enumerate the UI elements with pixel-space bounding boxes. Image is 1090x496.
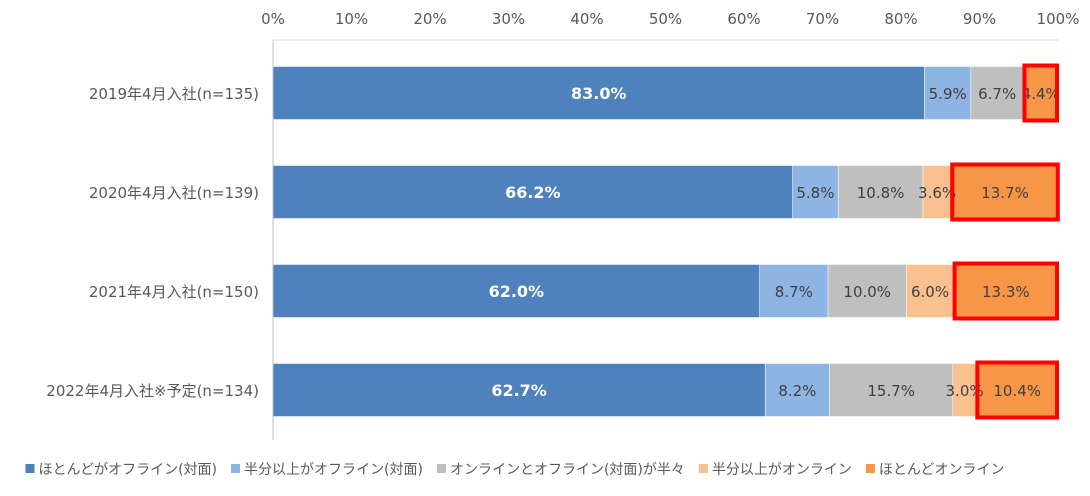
highlight-box (975, 360, 1059, 420)
category-label: 2021年4月入社(n=150) (89, 283, 259, 301)
data-label: 3.6% (918, 184, 956, 202)
bar-segment (272, 363, 766, 417)
data-label: 5.8% (796, 184, 834, 202)
data-labels: 83.0% 5.9% 6.7% 4.4% 66.2% 5.8% 10.8% 3.6% 13.7%… (489, 84, 1060, 400)
bar-segment (906, 264, 954, 318)
x-tick-label: 70% (806, 10, 839, 28)
legend-swatch (231, 464, 241, 473)
highlights (950, 63, 1060, 420)
bar-segment (764, 363, 830, 417)
legend-item: ほとんどオンライン (865, 462, 1005, 478)
x-axis-ticks: 0% 10% 20% 30% 40% 50% 60% 70% 80% 90% 100% (261, 10, 1079, 28)
bar-segment (792, 165, 839, 219)
legend-item: 半分以上がオンライン (698, 462, 852, 478)
bar-segment (1023, 66, 1059, 120)
data-label: 62.7% (491, 381, 547, 400)
bar-segment (970, 66, 1024, 120)
data-label: 8.2% (778, 382, 816, 400)
highlight-box (1022, 63, 1059, 123)
data-label: 83.0% (571, 84, 627, 103)
category-label: 2022年4月入社※予定(n=134) (46, 382, 259, 400)
category-labels: 2019年4月入社(n=135) 2020年4月入社(n=139) 2021年4月入… (46, 85, 259, 400)
highlight-box (950, 162, 1060, 222)
data-label: 13.7% (981, 184, 1029, 202)
x-tick-label: 10% (335, 10, 368, 28)
legend-label: 半分以上がオフライン(対面) (244, 462, 423, 478)
legend-swatch (436, 464, 446, 473)
highlight-box (952, 261, 1059, 321)
legend-label: 半分以上がオンライン (712, 462, 852, 478)
legend-item: オンラインとオフライン(対面)が半々 (436, 462, 685, 478)
data-label: 5.9% (929, 85, 967, 103)
bars (272, 66, 1060, 417)
data-label: 62.0% (489, 282, 545, 301)
data-label: 4.4% (1022, 85, 1060, 103)
data-label: 66.2% (505, 183, 561, 202)
x-tick-label: 50% (649, 10, 682, 28)
bar-segment (829, 363, 954, 417)
data-label: 10.8% (857, 184, 905, 202)
bar-segment (272, 264, 760, 318)
category-label: 2020年4月入社(n=139) (89, 184, 259, 202)
legend-swatch (698, 464, 708, 473)
axes (272, 39, 1058, 440)
data-label: 6.0% (911, 283, 949, 301)
legend-label: オンラインとオフライン(対面)が半々 (450, 462, 685, 478)
x-tick-label: 0% (261, 10, 285, 28)
bar-segment (827, 264, 907, 318)
bar-segment (837, 165, 924, 219)
legend: ほとんどがオフライン(対面) 半分以上がオフライン(対面) オンラインとオフライン(… (25, 462, 1005, 478)
x-tick-label: 90% (963, 10, 996, 28)
data-label: 13.3% (982, 283, 1030, 301)
x-tick-label: 20% (413, 10, 446, 28)
bar-segment (922, 165, 952, 219)
x-tick-label: 40% (570, 10, 603, 28)
category-label: 2019年4月入社(n=135) (89, 85, 259, 103)
x-tick-label: 80% (884, 10, 917, 28)
legend-label: ほとんどがオフライン(対面) (39, 462, 218, 478)
legend-swatch (865, 464, 875, 473)
legend-swatch (25, 464, 35, 473)
legend-item: ほとんどがオフライン(対面) (25, 462, 218, 478)
legend-item: 半分以上がオフライン(対面) (231, 462, 423, 478)
data-label: 6.7% (978, 85, 1016, 103)
legend-label: ほとんどオンライン (879, 462, 1005, 478)
bar-segment (272, 66, 925, 120)
bar-segment (272, 165, 793, 219)
data-label: 10.4% (993, 382, 1041, 400)
bar-segment (924, 66, 972, 120)
x-tick-label: 60% (727, 10, 760, 28)
x-tick-label: 30% (492, 10, 525, 28)
data-label: 3.0% (946, 382, 984, 400)
data-label: 10.0% (843, 283, 891, 301)
x-tick-label: 100% (1037, 10, 1080, 28)
data-label: 8.7% (775, 283, 813, 301)
data-label: 15.7% (867, 382, 915, 400)
bar-segment (976, 363, 1059, 417)
